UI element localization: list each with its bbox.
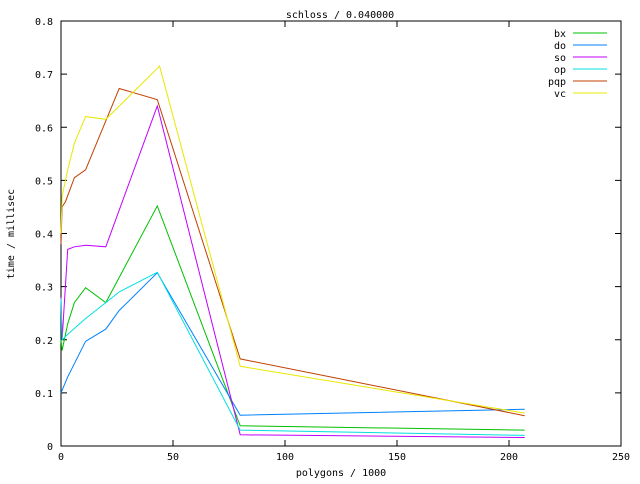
series-line-vc <box>60 65 525 414</box>
y-tick-label: 0.7 <box>35 70 53 81</box>
x-tick-label: 50 <box>167 452 179 463</box>
legend-label-bx: bx <box>554 29 566 40</box>
legend-label-so: so <box>554 53 566 64</box>
legend-label-do: do <box>554 41 566 52</box>
y-tick-label: 0.6 <box>35 123 53 134</box>
x-axis-label: polygons / 1000 <box>296 468 386 479</box>
y-tick-label: 0.5 <box>35 176 53 187</box>
x-tick-label: 250 <box>612 452 630 463</box>
y-tick-label: 0 <box>47 442 53 453</box>
x-tick-label: 200 <box>500 452 518 463</box>
y-tick-label: 0.1 <box>35 389 53 400</box>
y-tick-label: 0.2 <box>35 336 53 347</box>
plot-border <box>60 20 622 447</box>
series-line-op <box>60 271 525 436</box>
legend-label-op: op <box>554 65 566 76</box>
y-axis-label: time / millisec <box>6 189 17 279</box>
series-line-bx <box>60 204 525 431</box>
series-line-pqp <box>60 87 525 417</box>
x-tick-label: 150 <box>388 452 406 463</box>
legend-label-vc: vc <box>554 89 566 100</box>
chart-title: schloss / 0.040000 <box>286 10 394 21</box>
series-line-do <box>60 271 525 416</box>
series-line-so <box>60 104 525 438</box>
y-tick-label: 0.8 <box>35 17 53 28</box>
y-tick-label: 0.4 <box>35 230 53 241</box>
y-tick-label: 0.3 <box>35 283 53 294</box>
x-tick-label: 100 <box>276 452 294 463</box>
legend-label-pqp: pqp <box>548 77 566 88</box>
x-tick-label: 0 <box>58 452 64 463</box>
